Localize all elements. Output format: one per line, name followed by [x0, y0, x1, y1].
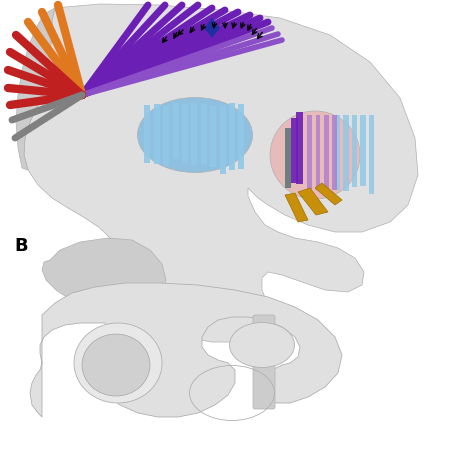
Bar: [229, 103, 235, 170]
Ellipse shape: [82, 334, 150, 396]
Bar: [335, 115, 340, 190]
Bar: [145, 105, 151, 163]
Bar: [238, 104, 245, 169]
Bar: [285, 128, 291, 188]
Bar: [210, 106, 216, 167]
Bar: [220, 106, 226, 174]
Bar: [201, 104, 207, 164]
Polygon shape: [315, 183, 342, 205]
Bar: [308, 115, 312, 190]
Bar: [369, 115, 374, 194]
Bar: [182, 104, 188, 163]
Polygon shape: [42, 238, 166, 312]
Ellipse shape: [229, 322, 294, 367]
Polygon shape: [24, 4, 418, 342]
Bar: [164, 106, 169, 166]
Polygon shape: [16, 8, 55, 170]
Bar: [352, 115, 357, 187]
Polygon shape: [204, 18, 220, 38]
Bar: [324, 115, 328, 190]
Bar: [291, 118, 298, 183]
Bar: [173, 103, 179, 159]
Bar: [361, 115, 366, 186]
Polygon shape: [30, 283, 342, 417]
Bar: [154, 104, 160, 164]
Bar: [332, 115, 337, 190]
Polygon shape: [285, 193, 308, 222]
Text: B: B: [14, 237, 27, 255]
Bar: [191, 103, 198, 165]
Ellipse shape: [74, 323, 162, 403]
Bar: [296, 112, 303, 184]
Bar: [344, 115, 349, 191]
Bar: [316, 115, 320, 190]
FancyBboxPatch shape: [253, 315, 275, 409]
Ellipse shape: [270, 111, 360, 199]
Ellipse shape: [137, 98, 253, 173]
Polygon shape: [298, 188, 328, 215]
